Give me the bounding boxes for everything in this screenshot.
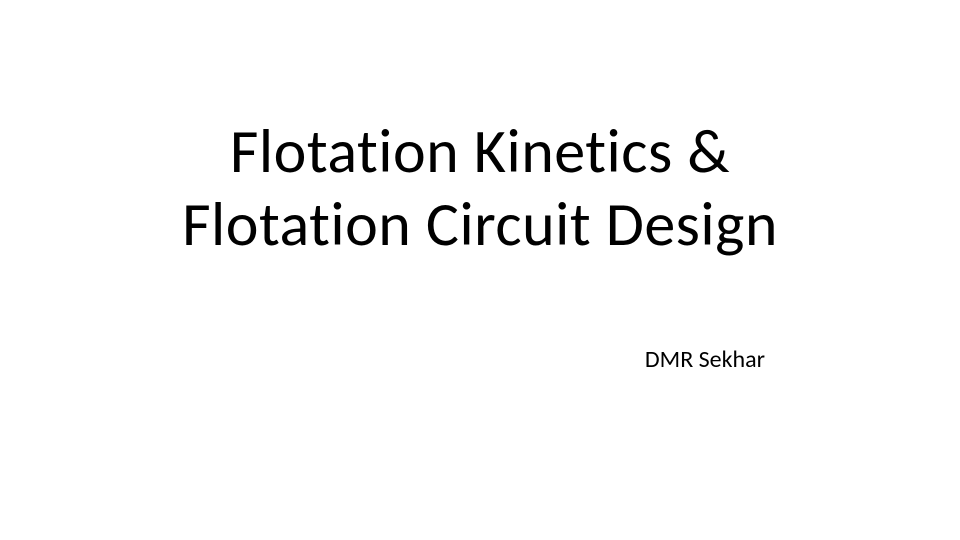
slide-author: DMR Sekhar bbox=[645, 345, 765, 374]
title-line-2: Flotation Circuit Design bbox=[182, 186, 778, 262]
slide-title: Flotation Kinetics & Flotation Circuit D… bbox=[0, 115, 960, 261]
title-line-1: Flotation Kinetics & bbox=[230, 113, 730, 189]
slide-container: Flotation Kinetics & Flotation Circuit D… bbox=[0, 0, 960, 540]
